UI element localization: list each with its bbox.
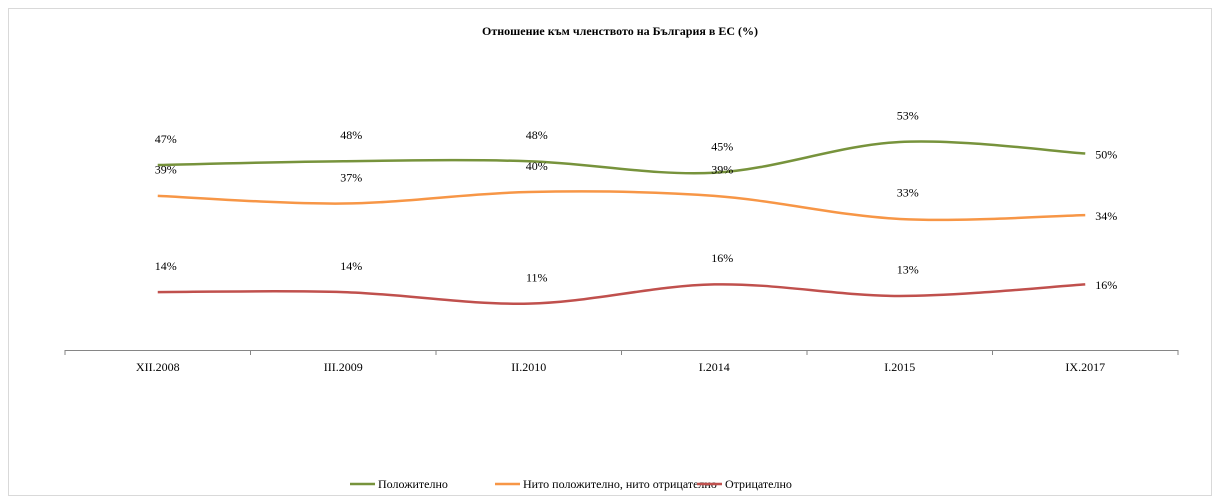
x-tick-label: I.2015 (884, 360, 915, 374)
data-label: 37% (340, 170, 362, 184)
chart-title: Отношение към членството на България в Е… (482, 24, 758, 38)
data-label: 14% (155, 259, 177, 273)
data-label: 48% (526, 128, 548, 142)
data-label: 34% (1095, 209, 1117, 223)
data-label: 14% (340, 259, 362, 273)
data-label: 50% (1095, 147, 1117, 161)
x-tick-label: XII.2008 (136, 360, 180, 374)
x-tick-label: III.2009 (324, 360, 363, 374)
data-label: 39% (711, 163, 733, 177)
chart-frame (8, 8, 1212, 496)
legend-label: Нито положително, нито отрицателно (523, 477, 717, 491)
series-line (157, 140, 1086, 175)
data-label: 33% (897, 186, 919, 200)
legend-label: Положително (378, 477, 448, 491)
data-label: 16% (711, 251, 733, 265)
x-tick-label: II.2010 (511, 360, 546, 374)
data-label: 13% (897, 263, 919, 277)
x-tick-label: I.2014 (699, 360, 730, 374)
data-label: 53% (897, 109, 919, 123)
data-label: 45% (711, 140, 733, 154)
x-tick-label: IX.2017 (1065, 360, 1105, 374)
data-label: 11% (526, 270, 548, 284)
data-label: 48% (340, 128, 362, 142)
series-line (157, 190, 1086, 222)
data-label: 40% (526, 159, 548, 173)
data-label: 39% (155, 163, 177, 177)
data-label: 47% (155, 132, 177, 146)
data-label: 16% (1095, 278, 1117, 292)
series-line (157, 283, 1086, 305)
legend-label: Отрицателно (725, 477, 792, 491)
